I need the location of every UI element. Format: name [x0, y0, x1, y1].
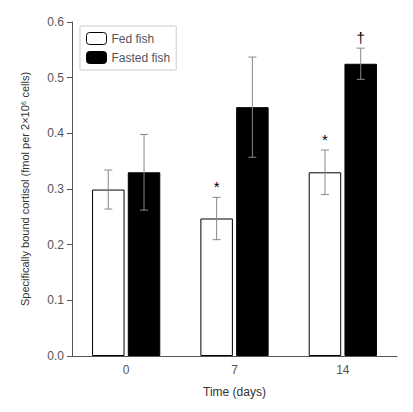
- svg-text:0.0: 0.0: [47, 349, 64, 363]
- svg-text:†: †: [357, 29, 365, 46]
- svg-text:Fasted fish: Fasted fish: [112, 51, 171, 65]
- svg-text:0.3: 0.3: [47, 182, 64, 196]
- svg-text:0.4: 0.4: [47, 126, 64, 140]
- svg-text:0.6: 0.6: [47, 15, 64, 29]
- svg-text:7: 7: [231, 363, 238, 377]
- svg-text:*: *: [214, 178, 220, 195]
- svg-text:*: *: [322, 131, 328, 148]
- svg-text:0.5: 0.5: [47, 71, 64, 85]
- svg-text:0.1: 0.1: [47, 293, 64, 307]
- svg-text:Specifically bound cortisol (f: Specifically bound cortisol (fmol per 2×…: [19, 72, 31, 306]
- svg-text:0.2: 0.2: [47, 238, 64, 252]
- svg-text:14: 14: [336, 363, 350, 377]
- svg-text:Fed fish: Fed fish: [112, 32, 155, 46]
- svg-text:Time (days): Time (days): [203, 385, 266, 399]
- svg-text:0: 0: [123, 363, 130, 377]
